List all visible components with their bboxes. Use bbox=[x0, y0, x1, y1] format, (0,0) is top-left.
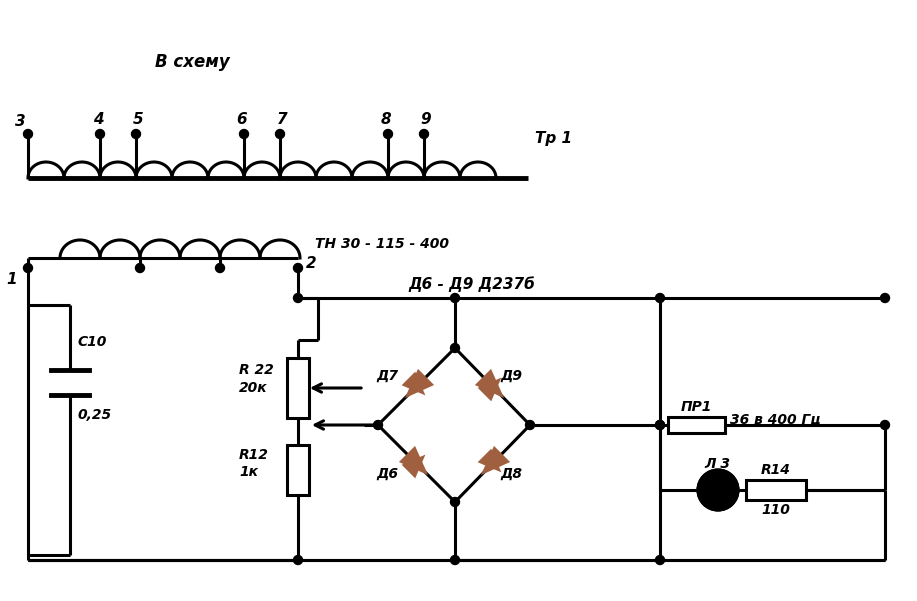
Circle shape bbox=[656, 421, 665, 430]
Polygon shape bbox=[399, 446, 428, 475]
Circle shape bbox=[450, 498, 459, 507]
Circle shape bbox=[373, 421, 382, 430]
Circle shape bbox=[525, 421, 535, 430]
Text: 6: 6 bbox=[237, 112, 248, 127]
Text: R 22: R 22 bbox=[239, 363, 274, 377]
Text: 0,25: 0,25 bbox=[78, 408, 112, 422]
Text: R12: R12 bbox=[239, 448, 269, 462]
Text: 110: 110 bbox=[761, 503, 790, 517]
Text: 20к: 20к bbox=[239, 381, 268, 395]
Text: Д9: Д9 bbox=[500, 369, 522, 383]
Text: 3: 3 bbox=[15, 115, 26, 129]
Text: 1: 1 bbox=[6, 272, 17, 287]
Text: Л 3: Л 3 bbox=[704, 457, 730, 471]
Circle shape bbox=[656, 421, 665, 430]
Circle shape bbox=[24, 129, 32, 138]
Text: Тр 1: Тр 1 bbox=[535, 132, 572, 147]
Text: С10: С10 bbox=[78, 335, 107, 349]
Text: 7: 7 bbox=[277, 112, 287, 127]
Bar bbox=[668, 417, 725, 433]
Text: Д8: Д8 bbox=[500, 467, 522, 481]
Bar bbox=[287, 445, 309, 495]
Circle shape bbox=[450, 344, 459, 353]
Circle shape bbox=[450, 555, 459, 564]
Circle shape bbox=[383, 129, 392, 138]
Text: 36 в 400 Гц: 36 в 400 Гц bbox=[730, 413, 821, 427]
Circle shape bbox=[275, 129, 284, 138]
Polygon shape bbox=[698, 470, 718, 510]
Text: Д6: Д6 bbox=[376, 467, 398, 481]
Polygon shape bbox=[402, 371, 425, 395]
Polygon shape bbox=[404, 369, 434, 398]
Circle shape bbox=[293, 263, 303, 272]
Text: 9: 9 bbox=[421, 112, 431, 127]
Text: R14: R14 bbox=[761, 463, 791, 477]
Text: Д6 - Д9 Д237б: Д6 - Д9 Д237б bbox=[408, 276, 535, 292]
Text: 8: 8 bbox=[381, 112, 392, 127]
Circle shape bbox=[656, 555, 665, 564]
Circle shape bbox=[239, 129, 249, 138]
Circle shape bbox=[450, 293, 459, 302]
Text: ТН 30 - 115 - 400: ТН 30 - 115 - 400 bbox=[315, 237, 449, 251]
Circle shape bbox=[880, 293, 889, 302]
Circle shape bbox=[215, 263, 225, 272]
Text: Д7: Д7 bbox=[376, 369, 398, 383]
Circle shape bbox=[24, 263, 32, 272]
Circle shape bbox=[95, 129, 105, 138]
Polygon shape bbox=[478, 377, 502, 401]
Bar bbox=[746, 480, 806, 500]
Circle shape bbox=[880, 421, 889, 430]
Text: 2: 2 bbox=[306, 255, 316, 270]
Circle shape bbox=[656, 293, 665, 302]
Circle shape bbox=[293, 293, 303, 302]
Polygon shape bbox=[481, 446, 510, 475]
Text: В схему: В схему bbox=[155, 53, 230, 71]
Circle shape bbox=[293, 555, 303, 564]
Circle shape bbox=[131, 129, 140, 138]
Polygon shape bbox=[475, 369, 504, 398]
Bar bbox=[287, 358, 309, 418]
Polygon shape bbox=[402, 454, 425, 478]
Text: 4: 4 bbox=[93, 112, 104, 127]
Circle shape bbox=[419, 129, 428, 138]
Text: 1к: 1к bbox=[239, 465, 258, 479]
Polygon shape bbox=[718, 470, 738, 510]
Text: 5: 5 bbox=[133, 112, 143, 127]
Polygon shape bbox=[478, 449, 502, 472]
Text: ПР1: ПР1 bbox=[680, 400, 713, 414]
Circle shape bbox=[136, 263, 145, 272]
